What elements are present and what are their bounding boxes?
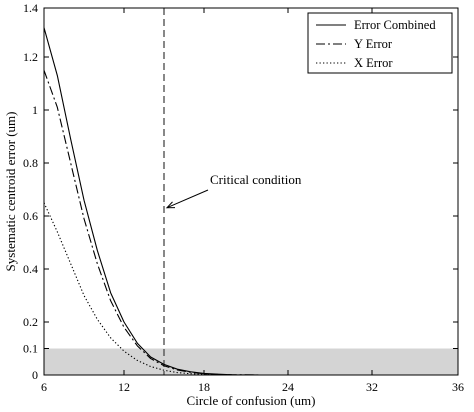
legend-label-1: Y Error bbox=[354, 37, 393, 51]
y-tick-label: 0.2 bbox=[23, 315, 38, 329]
x-axis-label: Circle of confusion (um) bbox=[187, 393, 316, 408]
x-tick-label: 18 bbox=[198, 380, 210, 394]
y-tick-label: 0.1 bbox=[23, 342, 38, 356]
critical-condition-label: Critical condition bbox=[210, 172, 302, 187]
legend-label-2: X Error bbox=[354, 56, 393, 70]
annotation-layer: Critical condition bbox=[165, 172, 302, 209]
shaded-band-layer bbox=[44, 348, 458, 375]
y-tick-label: 1.2 bbox=[23, 50, 38, 64]
annotation-arrow-head bbox=[165, 201, 176, 209]
y-tick-label: 1.4 bbox=[23, 1, 38, 15]
x-tick-label: 6 bbox=[41, 380, 47, 394]
tick-layer: 6 12 18 24 32 36 0 0.1 0.2 0.4 0.6 0.8 1 1.2 1.4 bbox=[23, 1, 464, 394]
series-line-2 bbox=[43, 202, 458, 376]
x-tick-label: 32 bbox=[366, 380, 378, 394]
y-tick-label: 0.6 bbox=[23, 209, 38, 223]
plot-frame bbox=[43, 7, 459, 376]
x-tick-label: 24 bbox=[282, 380, 294, 394]
annotation-arrow-line bbox=[166, 189, 209, 209]
shaded-band bbox=[44, 348, 458, 375]
legend-box bbox=[307, 12, 453, 74]
y-tick-label: 0 bbox=[32, 368, 38, 382]
y-tick-label: 0.4 bbox=[23, 262, 38, 276]
x-tick-label: 12 bbox=[118, 380, 130, 394]
y-axis-label: Systematic centroid error (um) bbox=[3, 112, 18, 272]
legend-label-0: Error Combined bbox=[354, 18, 436, 32]
legend: Error Combined Y Error X Error bbox=[307, 12, 453, 74]
y-tick-label: 0.8 bbox=[23, 156, 38, 170]
x-tick-label: 36 bbox=[452, 380, 464, 394]
y-tick-label: 1 bbox=[32, 103, 38, 117]
